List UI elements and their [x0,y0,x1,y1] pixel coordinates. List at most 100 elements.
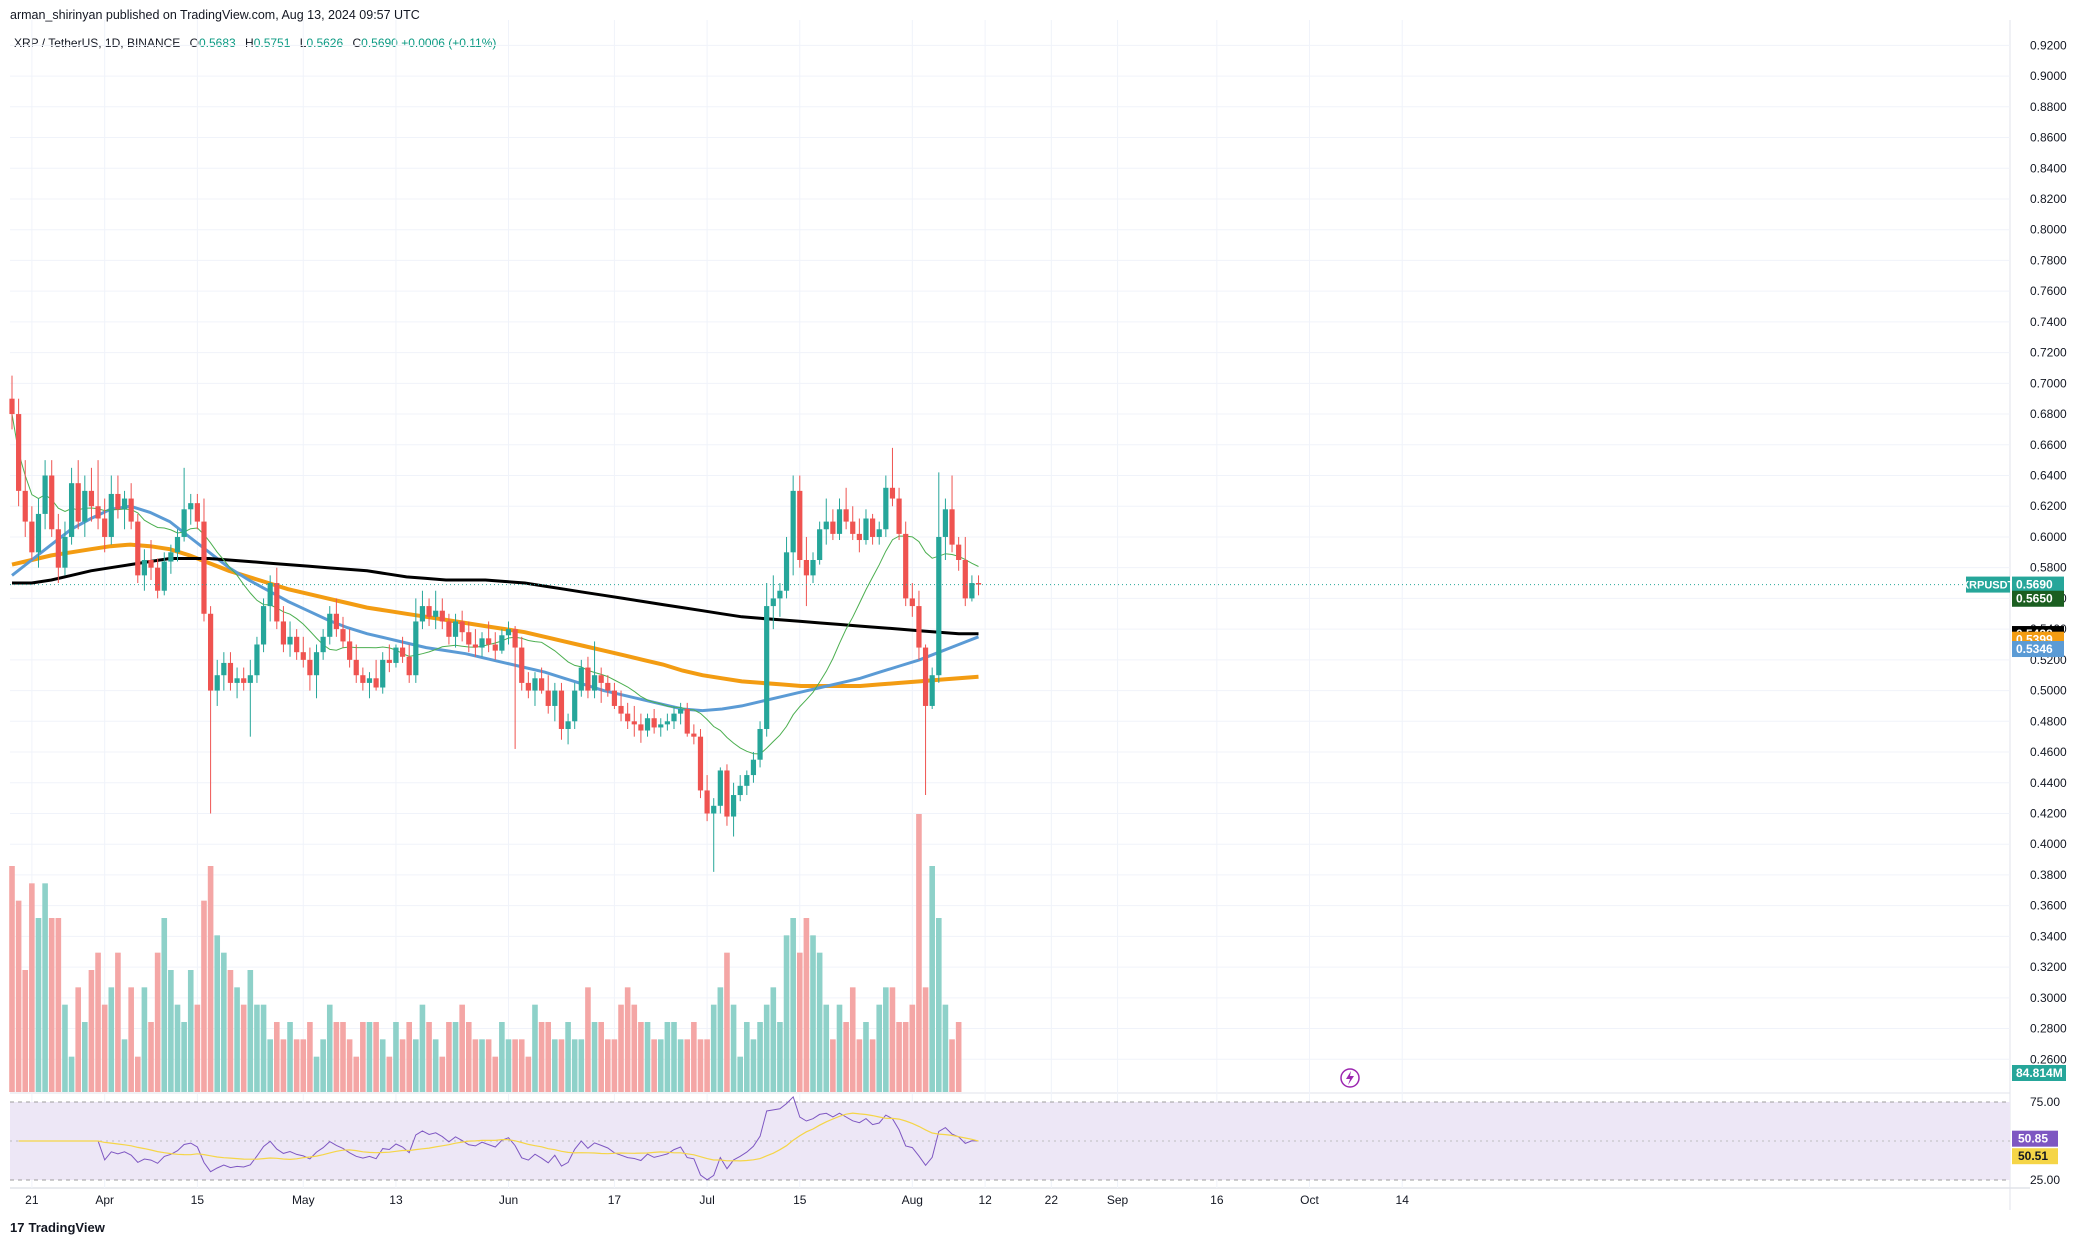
candle-body [115,493,121,510]
volume-bar [823,1004,830,1092]
candle-body [452,621,459,637]
volume-bar [29,883,35,1092]
candle-body [889,487,896,499]
candle-body [380,659,386,688]
volume-bar [15,900,22,1092]
y-tick-label: 0.7400 [2030,315,2067,329]
volume-bar [360,1022,366,1092]
candle-body [353,659,359,676]
tradingview-logo[interactable]: 17 TradingView [10,1220,105,1235]
y-tick-label: 0.9200 [2030,38,2067,52]
volume-bar [783,935,790,1092]
y-tick-label: 0.4000 [2030,837,2067,851]
volume-bar [240,1004,247,1092]
x-tick-label: 15 [191,1193,205,1207]
volume-bar [101,1004,108,1092]
candle-body [95,506,101,519]
candle-body [234,678,240,683]
volume-bar [644,1022,651,1092]
volume-bar [254,1004,260,1092]
y-tick-label: 0.6000 [2030,530,2067,544]
volume-bar [393,1022,399,1092]
candle-body [817,529,823,560]
candle-body [678,709,684,714]
volume-bar [697,1039,704,1092]
candle-body [227,662,234,683]
volume-bar [624,987,631,1092]
volume-bar [141,987,148,1092]
candle-body [783,552,790,591]
candle-body [486,638,492,645]
tradingview-logo-icon: 17 [10,1220,25,1235]
volume-bar [274,1022,280,1092]
candle-body [347,641,353,660]
volume-bar [221,952,227,1092]
candle-body [843,509,849,522]
candle-body [651,718,657,728]
volume-bar [168,970,174,1092]
y-tick-label: 0.3000 [2030,991,2067,1005]
candle-body [466,632,472,645]
candle-body [730,795,737,817]
y-tick-label: 0.9000 [2030,69,2067,83]
y-tick-label: 0.2600 [2030,1052,2067,1066]
candle-body [102,518,108,537]
candle-body [340,629,346,642]
candle-body [35,513,42,553]
volume-bar [499,1022,505,1092]
candle-body [267,583,273,607]
candle-body [664,721,670,725]
candle-body [426,606,432,617]
volume-bar [492,1056,499,1092]
y-tick-label: 0.8600 [2030,131,2067,145]
candle-body [247,675,253,683]
candle-body [168,552,174,562]
candle-body [360,675,366,683]
rsi-tick-label: 75.00 [2030,1095,2060,1109]
symbol-name[interactable]: XRP / TetherUS, 1D, BINANCE [14,36,181,50]
candle-body [770,598,776,607]
candle-body [135,521,141,576]
candle-body [836,509,843,534]
volume-bar [426,1022,432,1092]
volume-bar [287,1022,293,1092]
volume-bar [651,1039,657,1092]
x-tick-label: 14 [1396,1193,1410,1207]
volume-bar [750,1039,757,1092]
volume-bar [115,952,121,1092]
candle-body [141,560,147,576]
x-tick-label: 17 [608,1193,622,1207]
candle-body [300,652,306,660]
volume-bar [379,1039,386,1092]
candle-body [611,690,618,706]
volume-bar [82,1022,88,1092]
candle-body [161,561,167,591]
volume-bar [432,1039,439,1092]
volume-bar [571,1039,578,1092]
publisher-line: arman_shirinyan published on TradingView… [10,8,420,22]
y-tick-label: 0.8200 [2030,192,2067,206]
low-value: 0.5626 [306,36,344,50]
candle-body [618,705,624,714]
candle-body [697,736,704,791]
y-tick-label: 0.3600 [2030,899,2067,913]
x-tick-label: 12 [978,1193,992,1207]
volume-bar [790,918,796,1092]
candle-body [790,490,796,553]
y-tick-label: 0.6400 [2030,469,2067,483]
y-tick-label: 0.6800 [2030,407,2067,421]
volume-bar [849,987,856,1092]
volume-bar [671,1022,677,1092]
volume-bar [863,1022,869,1092]
candle-body [671,713,677,722]
candle-body [585,667,591,691]
volume-bar [386,1056,393,1092]
candle-body [711,805,717,814]
x-tick-label: Oct [1300,1193,1319,1207]
candle-body [433,610,439,617]
candle-body [188,503,194,510]
candle-body [797,490,803,560]
candle-body [764,606,770,729]
y-tick-label: 0.4800 [2030,714,2067,728]
